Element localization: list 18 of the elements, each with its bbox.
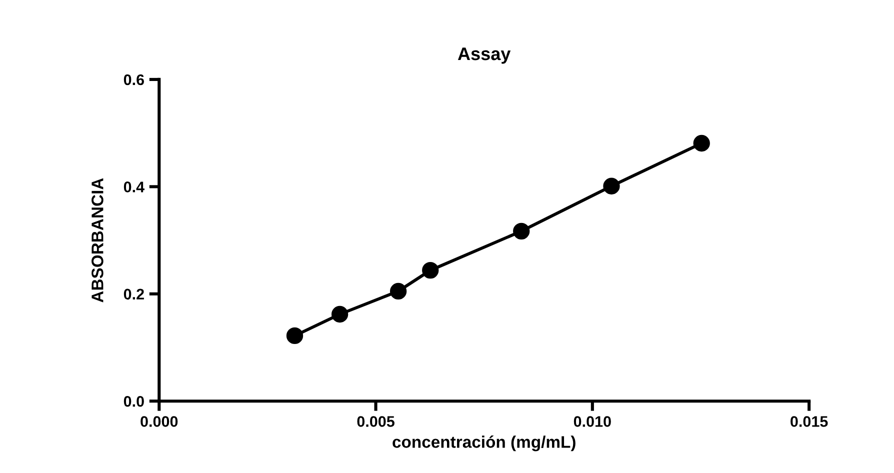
point	[422, 262, 439, 279]
point	[693, 134, 710, 152]
y-axis-title: ABSORBANCIA	[92, 178, 104, 302]
point	[331, 306, 348, 323]
point	[390, 282, 407, 300]
y-tick-label: 0.4	[124, 182, 144, 192]
x-axis-title: concentración (mg/mL)	[392, 435, 576, 452]
point	[513, 222, 530, 240]
point	[286, 327, 304, 344]
y-tick-label: 0.2	[124, 288, 144, 300]
x-tick-label: 0.015	[790, 416, 828, 427]
y-tick-label: 0.0	[124, 396, 144, 407]
chart-title: Assay	[458, 48, 511, 64]
x-tick-label: 0.000	[140, 416, 178, 427]
point	[603, 178, 620, 194]
y-tick-label: 0.6	[124, 74, 144, 86]
x-tick-label: 0.010	[574, 416, 611, 427]
x-tick-label: 0.005	[357, 416, 394, 427]
